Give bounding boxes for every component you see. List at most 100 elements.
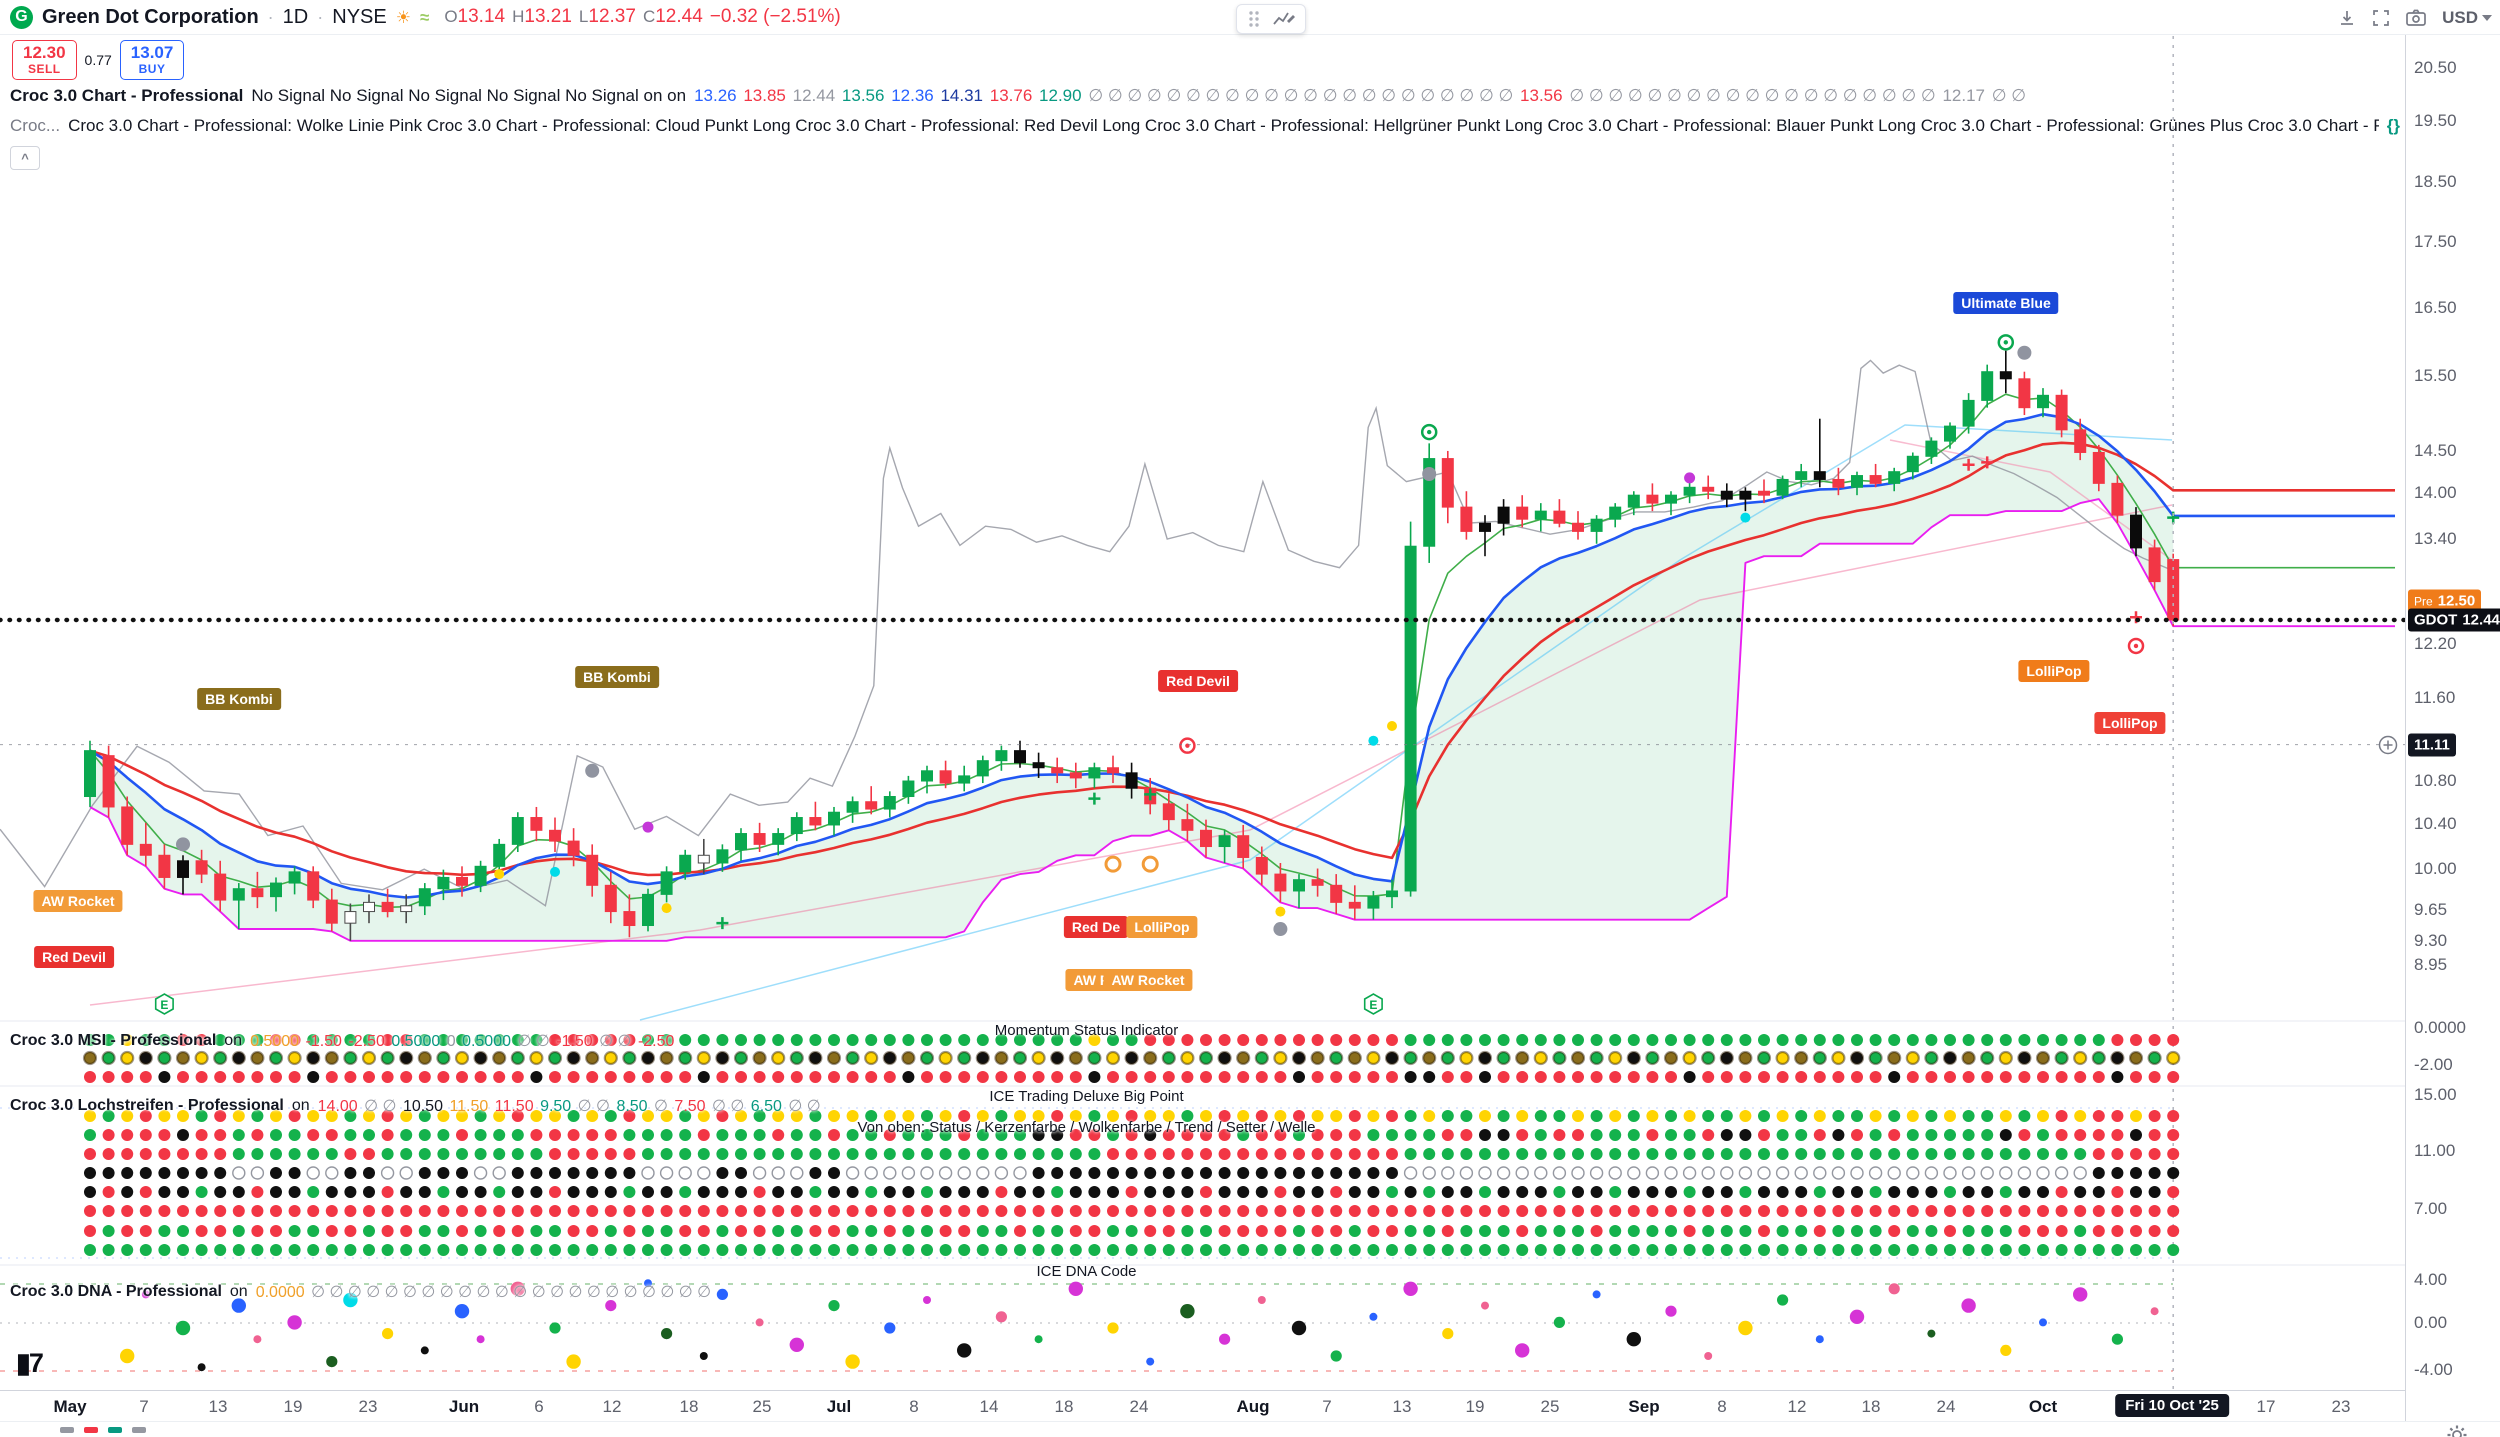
sun-icon: ☀ [395,7,411,27]
dna-dot [1961,1298,1976,1313]
signal-dot [251,1186,264,1198]
signal-dot [1255,1110,1268,1122]
signal-dot [1942,1050,1958,1066]
alert-price-badge[interactable]: 11.11 [2408,733,2456,757]
download-icon[interactable] [2338,9,2356,27]
candle [1758,479,1770,504]
signal-dot [2130,1110,2142,1122]
signal-dot [828,1225,840,1237]
collapse-legend-button[interactable]: ^ [10,146,40,170]
signal-dot [902,1205,915,1217]
candle [344,903,357,941]
signal-dot [1999,1148,2012,1160]
sell-button[interactable]: 12.30 SELL [12,40,77,80]
signal-dot [1980,1050,1995,1066]
signal-dot [213,1050,228,1066]
fullscreen-icon[interactable] [2372,9,2390,27]
time-axis[interactable]: May 7 13 19 23 Jun 6 12 18 25 Jul 8 14 18 24 Aug 7 13 19 25… [0,1390,2405,1422]
signal-dot [771,1050,786,1066]
last-price-badge: GDOT 12.44 [2408,608,2500,632]
signal-dot [1311,1110,1324,1122]
signal-dot [1962,1129,1975,1141]
settings-gear-icon[interactable] [2446,1424,2468,1437]
candle [1962,393,1975,434]
legend-title[interactable]: Croc 3.0 Chart - Professional [10,86,244,105]
signal-dot [678,1050,693,1066]
signal-dot [1107,1167,1119,1179]
signal-dot [1534,1244,1547,1256]
signal-dot [2037,1110,2049,1122]
time-axis-label: May [53,1397,87,1416]
dna-legend[interactable]: Croc 3.0 DNA - Professional on 0.0000 ∅ … [10,1282,713,1302]
signal-dot [102,1205,115,1217]
signal-dot [2036,1166,2050,1180]
signal-dot [1553,1034,1566,1046]
signal-dot [1534,1225,1547,1237]
tradingview-logo[interactable]: ▮7 [16,1348,44,1378]
signal-dot [1404,1225,1417,1237]
legend-title[interactable]: Croc 3.0 MSI - Professional [10,1032,217,1049]
signal-dot [2166,1050,2181,1066]
signal-dot [1925,1071,1938,1083]
symbol-title[interactable]: Green Dot Corporation [42,5,259,28]
close-value: 12.44 [655,6,703,27]
drag-handle-icon[interactable] [1247,10,1261,28]
currency-selector[interactable]: USD [2442,8,2492,28]
signal-dot [2018,1225,2031,1237]
signal-dot [1348,1167,1361,1179]
buy-button[interactable]: 13.07 BUY [119,40,185,80]
signal-dot [772,1205,785,1217]
signal-dot [510,1050,525,1066]
signal-dot [399,1166,413,1180]
signal-dot [1274,1225,1287,1237]
exchange-label: NYSE [332,5,387,28]
signal-dot [1181,1148,1194,1160]
signal-dot [1460,1148,1473,1160]
signal-dot [418,1110,431,1122]
signal-dot [288,1071,301,1083]
camera-icon[interactable] [2406,9,2426,26]
price-axis[interactable]: 20.50 19.50 18.50 17.50 16.50 15.50 14.50 14.00… [2405,0,2500,1421]
signal-dot [549,1129,561,1141]
signal-dot [1125,1186,1138,1198]
signal-dot [1386,1225,1398,1237]
dna-dot [1107,1322,1119,1334]
legend-title[interactable]: Croc 3.0 DNA - Professional [10,1283,222,1300]
loch-legend[interactable]: Croc 3.0 Lochstreifen - Professional on … [10,1096,823,1116]
signal-dot [1665,1225,1677,1237]
signal-dot [1776,1225,1789,1237]
signal-dot [865,1129,878,1141]
signal-dot [121,1129,134,1141]
low-label: L [578,7,589,26]
time-axis-label: 24 [1936,1397,1956,1416]
source-code-icon[interactable]: {} [2386,116,2400,135]
interval-button[interactable]: 1D [282,5,309,28]
signal-dot [549,1225,561,1237]
signal-dot [883,1166,897,1180]
signal-dot [1665,1034,1677,1046]
pre-market-prefix: Pre [2414,594,2433,608]
signal-dot [1776,1071,1789,1083]
floating-drawing-toolbar[interactable] [1236,4,1306,34]
signal-dot [1813,1071,1826,1083]
signal-dot [1180,1050,1195,1066]
signal-dot [1237,1110,1250,1122]
msi-legend[interactable]: Croc 3.0 MSI - Professional on 0.5000 -1… [10,1031,676,1051]
signal-dot [1069,1148,1082,1160]
yellow-dot-marker [1387,720,1397,731]
signal-dot [1330,1225,1343,1237]
indicator-legend-sources[interactable]: Croc... Croc 3.0 Chart - Professional: W… [10,116,2400,136]
signal-dot [1460,1034,1473,1046]
signal-dot [1218,1110,1231,1122]
indicator-legend-chart[interactable]: Croc 3.0 Chart - Professional No Signal … [10,86,2028,106]
signal-dot [790,1034,803,1046]
signal-dot [1962,1205,1975,1217]
candle [1888,467,1901,492]
chart-pencil-icon[interactable] [1273,9,1295,29]
legend-title[interactable]: Croc 3.0 Lochstreifen - Professional [10,1097,284,1114]
signal-dot [1144,1071,1157,1083]
symbol-logo[interactable]: G [10,5,33,29]
signal-dot [1348,1225,1361,1237]
aux-pink-line [89,504,2173,1006]
